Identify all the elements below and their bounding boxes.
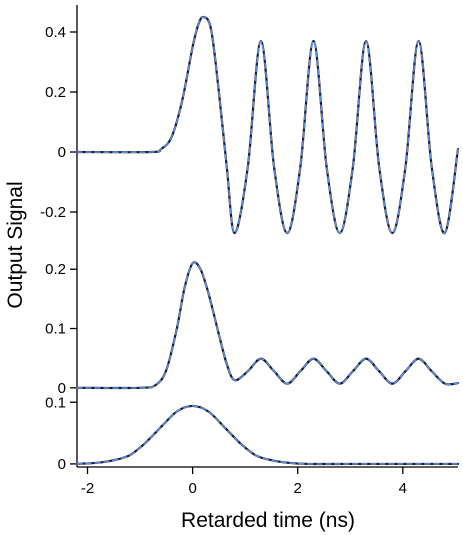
x-axis-title: Retarded time (ns): [181, 509, 355, 532]
x-axis: -2 0 2 4: [77, 466, 458, 497]
y-tick-label: 0.1: [45, 321, 66, 338]
y-tick-label: 0.1: [45, 394, 66, 411]
x-tick-label: 0: [188, 480, 196, 497]
y-tick-label: 0.2: [45, 261, 66, 278]
y-axis-title: Output Signal: [4, 181, 27, 308]
series-line-top-dashed: [76, 16, 459, 234]
series-line-middle-dashed: [76, 261, 459, 389]
series-line-bottom-dashed: [76, 405, 459, 465]
panel-top: 0.4 0.2 0 -0.2: [40, 15, 460, 235]
y-tick-label: 0.4: [45, 24, 66, 41]
panels-layer: 0.40.20-0.20.20.100.10: [40, 5, 460, 473]
y-tick-label: 0.2: [45, 84, 66, 101]
y-tick-label: 0: [58, 380, 66, 397]
series-line-bottom-solid: [75, 404, 460, 466]
series-line-middle-solid: [75, 261, 460, 390]
panel-middle: 0.2 0.1 0: [45, 261, 460, 397]
panel-bottom: 0.10: [45, 394, 460, 473]
x-tick-label: 4: [399, 480, 407, 497]
y-tick-label: 0: [58, 144, 66, 161]
y-tick-label: 0: [58, 456, 66, 473]
x-tick-label: 2: [294, 480, 302, 497]
y-tick-label: -0.2: [40, 204, 66, 221]
x-tick-label: -2: [81, 480, 94, 497]
